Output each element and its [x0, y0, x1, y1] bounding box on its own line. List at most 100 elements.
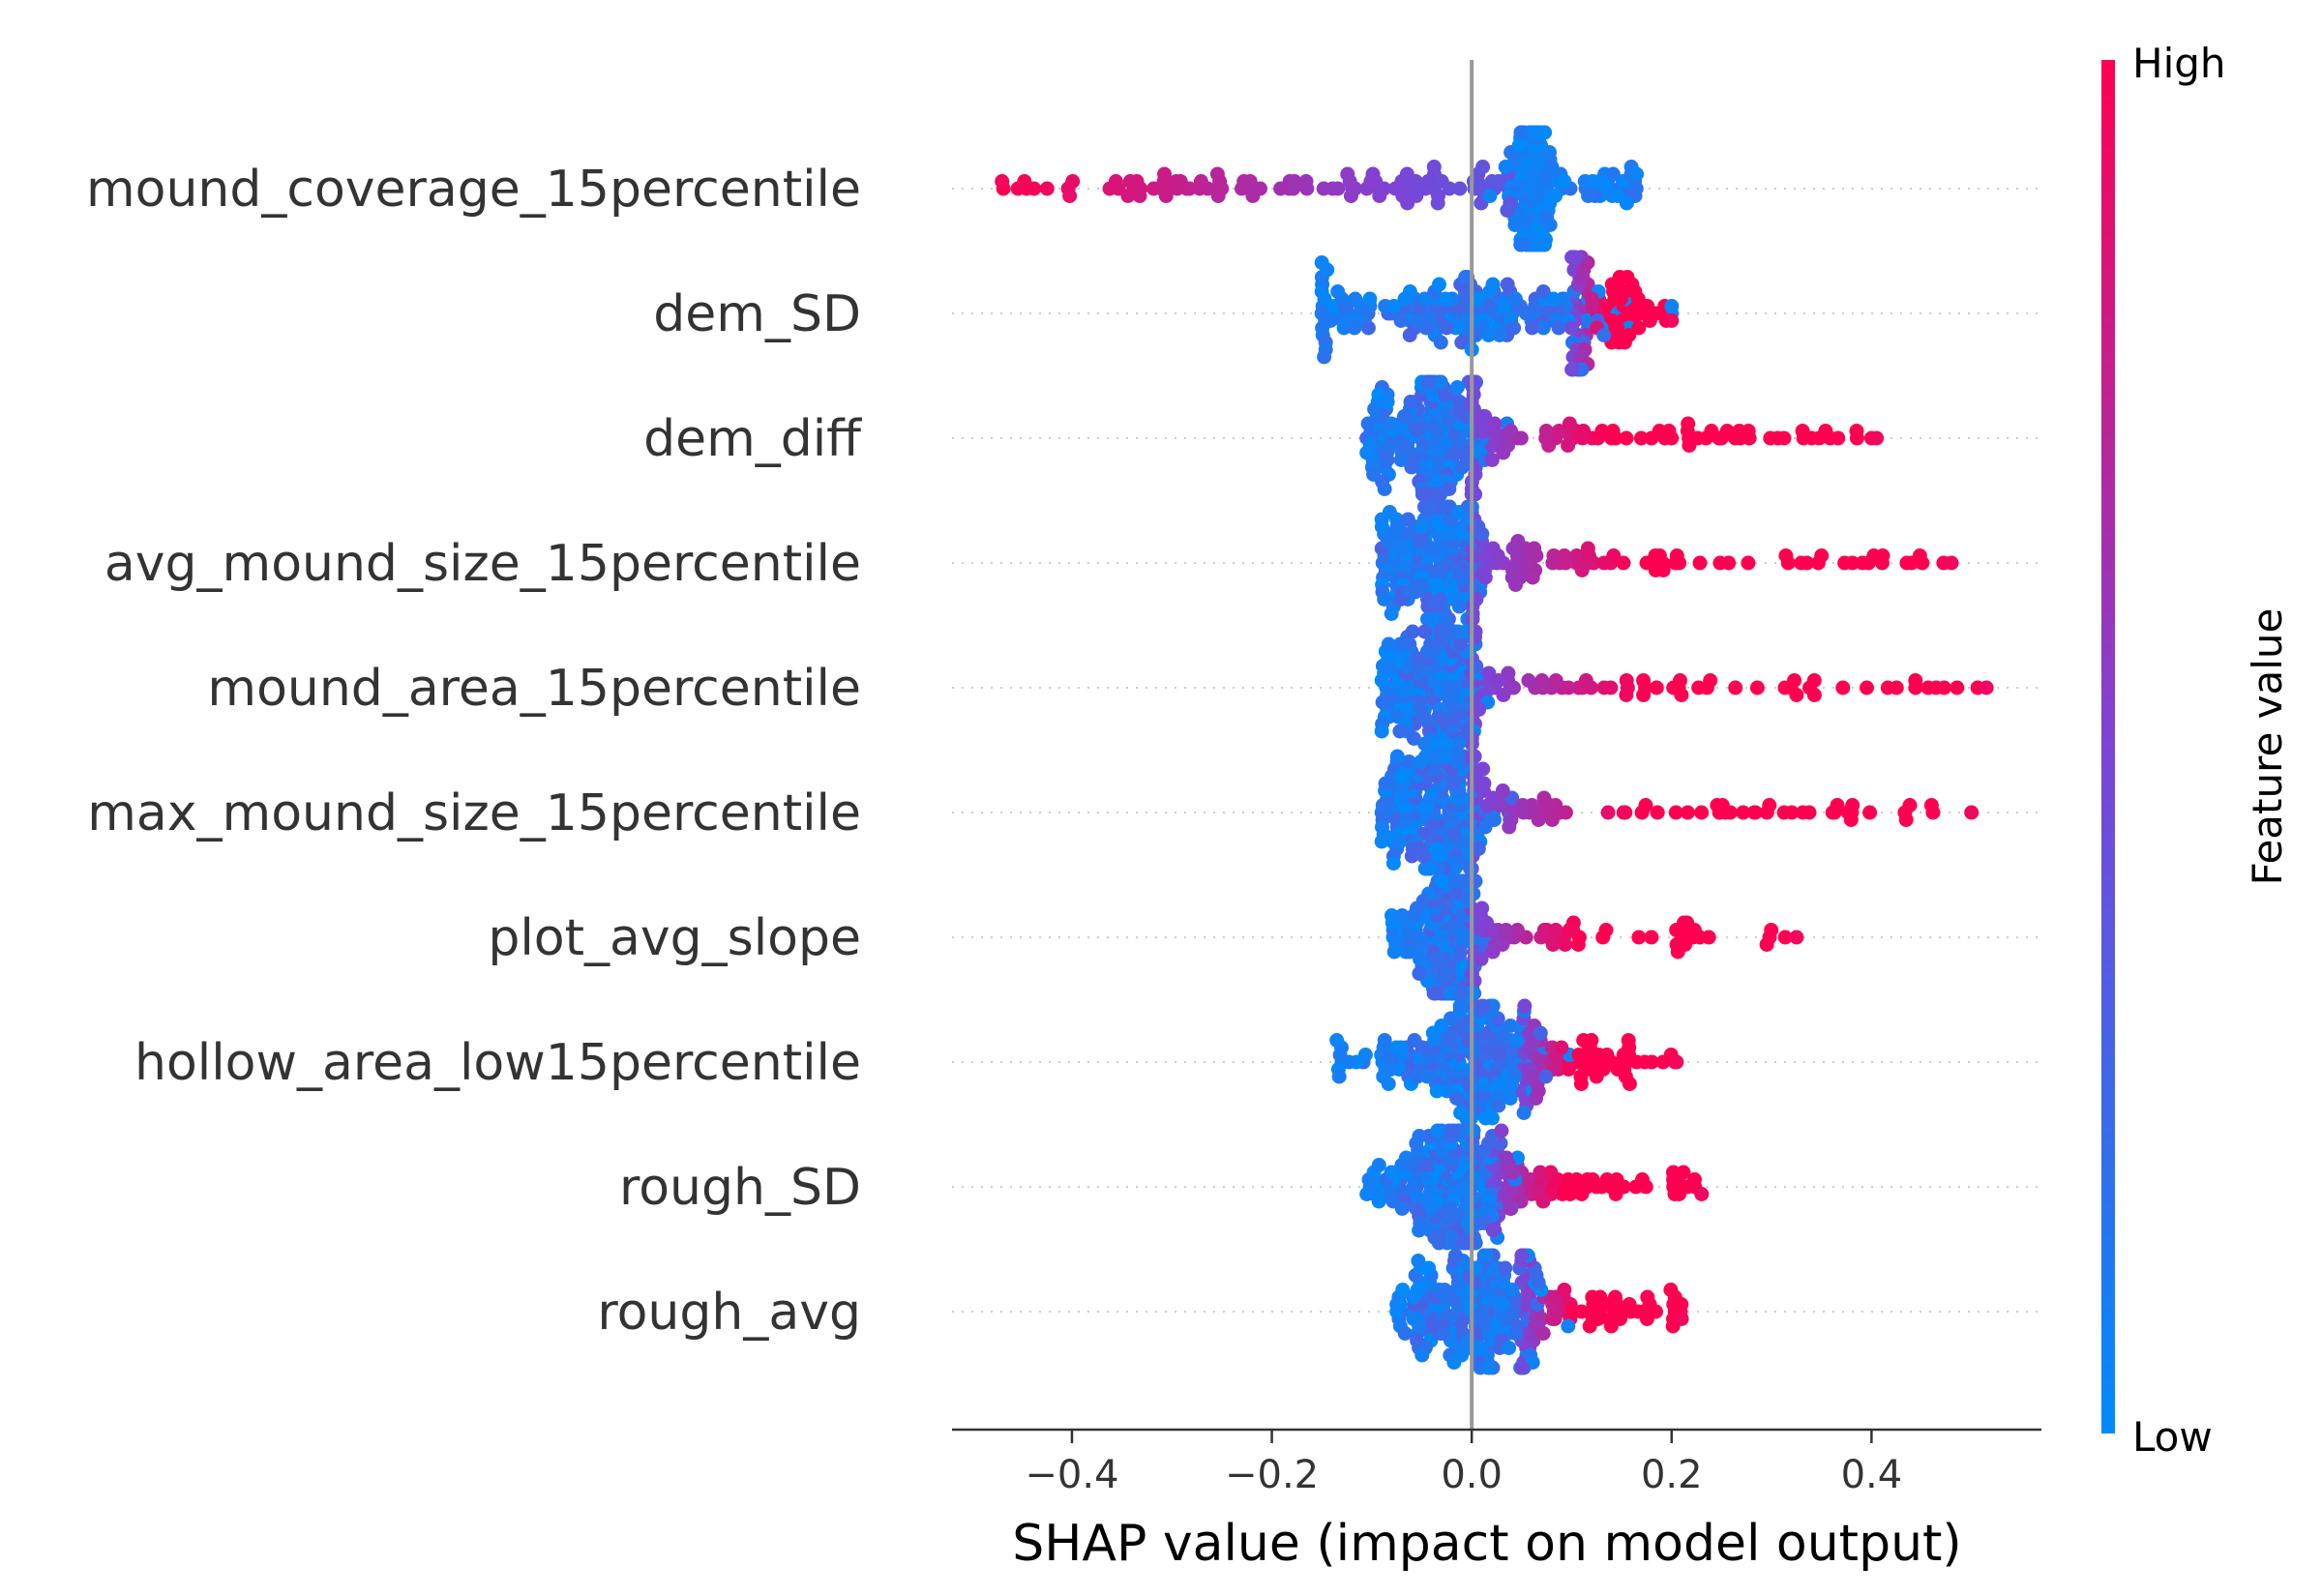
shap-point [1314, 255, 1329, 270]
shap-point [1557, 548, 1572, 563]
shap-point [1404, 848, 1419, 864]
shap-point [1157, 166, 1172, 182]
shap-point [1837, 555, 1853, 571]
shap-point [1564, 320, 1579, 336]
shap-point [1509, 1033, 1525, 1048]
shap-point [1649, 680, 1664, 695]
shap-point [1412, 1129, 1427, 1143]
shap-point [1507, 1326, 1523, 1341]
shap-point [1676, 1165, 1691, 1180]
shap-point [1670, 944, 1685, 960]
shap-point [1447, 1248, 1463, 1263]
shap-point [1561, 680, 1576, 695]
shap-point [1393, 313, 1409, 328]
shap-point [1438, 291, 1453, 307]
shap-point [1449, 1091, 1465, 1106]
shap-point [1898, 813, 1914, 827]
shap-point [1749, 680, 1765, 695]
shap-point [1443, 986, 1458, 1001]
shap-point [1361, 1172, 1377, 1187]
shap-point [1478, 1248, 1494, 1263]
shap-point [1484, 453, 1500, 467]
shap-point [1562, 416, 1577, 431]
shap-point [1406, 1289, 1421, 1305]
shap-point [1596, 555, 1612, 571]
shap-point [1515, 798, 1531, 813]
shap-point [1102, 181, 1117, 196]
shap-point [1513, 430, 1529, 446]
shap-point [1664, 313, 1680, 328]
shap-point [1869, 430, 1885, 446]
shap-point [1512, 570, 1528, 585]
shap-point [1580, 541, 1595, 556]
shap-point [1862, 805, 1878, 820]
shap-point [1573, 1077, 1589, 1091]
shap-point [1414, 519, 1430, 534]
shap-point [1565, 1304, 1581, 1319]
shap-point [1584, 291, 1599, 307]
shap-point [1631, 930, 1647, 945]
shap-point [1950, 680, 1965, 695]
shap-point [1563, 1187, 1578, 1201]
shap-point [1450, 749, 1466, 764]
shap-point [1360, 416, 1376, 431]
shap-point [1517, 998, 1533, 1014]
shap-point [1680, 915, 1695, 931]
shap-point [1777, 680, 1793, 695]
shap-point [1485, 541, 1501, 556]
shap-point [1500, 277, 1515, 292]
shap-point [1538, 424, 1554, 438]
shap-point [1507, 218, 1523, 232]
shap-point [1433, 335, 1448, 350]
shap-point [1371, 387, 1386, 402]
shap-point [1372, 189, 1387, 203]
shap-point [1682, 438, 1697, 453]
feature-label: rough_SD [619, 1159, 861, 1217]
shap-point [1419, 1069, 1435, 1084]
shap-point [1120, 189, 1136, 203]
shap-point [1536, 790, 1552, 806]
shap-point [1323, 313, 1338, 328]
shap-point [1452, 181, 1468, 196]
shap-point [1499, 1150, 1514, 1166]
shap-point [1576, 424, 1592, 438]
shap-point [1506, 320, 1522, 336]
shap-point [1741, 555, 1756, 571]
shap-point [1644, 930, 1659, 945]
shap-point [1385, 856, 1401, 871]
shap-point [1908, 673, 1923, 688]
shap-point [1609, 1297, 1624, 1312]
shap-point [1814, 548, 1830, 563]
shap-point [1534, 673, 1550, 688]
shap-point [1831, 430, 1846, 446]
shap-point [1393, 453, 1409, 467]
shap-point [1412, 966, 1427, 981]
shap-point [1447, 873, 1463, 889]
shap-point [1453, 998, 1469, 1014]
shap-point [1341, 1054, 1356, 1070]
shap-point [1503, 424, 1518, 438]
shap-point [1622, 1297, 1637, 1312]
shap-point [1570, 937, 1586, 952]
shap-point [1629, 166, 1645, 182]
shap-point [1650, 805, 1665, 820]
shap-point [1454, 335, 1470, 350]
shap-point [1538, 1069, 1554, 1084]
shap-point [1129, 174, 1145, 189]
shap-point [1439, 736, 1454, 752]
shap-point [1359, 445, 1375, 460]
shap-point [1485, 790, 1501, 806]
shap-point [1388, 1040, 1404, 1055]
shap-point [1649, 1304, 1663, 1319]
shap-point [1395, 1283, 1411, 1297]
x-tick-label: −0.2 [1225, 1453, 1319, 1497]
shap-point [1503, 1201, 1518, 1216]
shap-point [1944, 555, 1959, 571]
shap-point [1481, 328, 1497, 342]
shap-point [1422, 861, 1438, 876]
shap-point [1789, 688, 1804, 702]
shap-point [1596, 328, 1612, 342]
shap-point [1535, 1194, 1551, 1209]
shap-point [1979, 680, 1994, 695]
shap-point [1578, 673, 1593, 688]
